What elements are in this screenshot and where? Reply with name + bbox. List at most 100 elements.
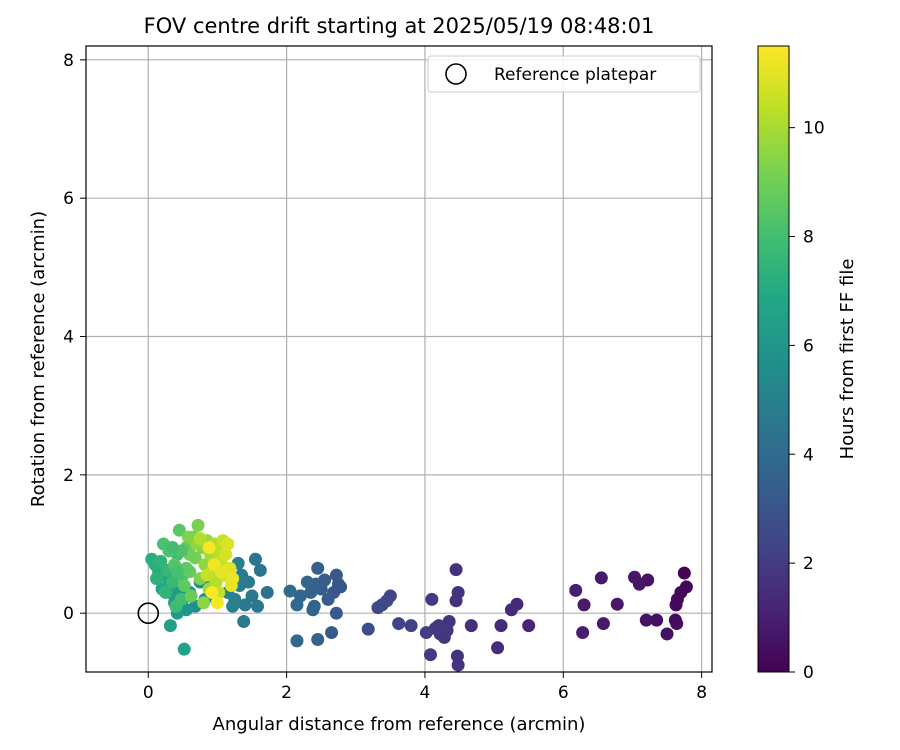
data-point (300, 575, 314, 589)
legend-label: Reference platepar (494, 65, 656, 85)
data-point (419, 626, 433, 640)
data-point (449, 594, 463, 608)
data-point (449, 563, 463, 577)
x-axis-ticks: 0 2 4 6 8 (143, 672, 707, 703)
x-tick-label: 6 (558, 683, 569, 703)
data-point (610, 597, 624, 611)
data-point (181, 530, 195, 544)
data-point (177, 642, 191, 656)
data-point (569, 583, 583, 597)
data-point (238, 598, 252, 612)
data-point (311, 632, 325, 646)
legend: Reference platepar (427, 55, 701, 93)
data-point (392, 617, 406, 631)
x-tick-label: 4 (420, 683, 431, 703)
data-point (197, 596, 211, 610)
x-tick-label: 0 (143, 683, 154, 703)
data-point (283, 584, 297, 598)
data-point (214, 565, 228, 579)
data-point (596, 617, 610, 631)
data-point (150, 572, 164, 586)
colorbar-tick-label: 4 (803, 445, 814, 465)
colorbar (757, 45, 790, 673)
plot-frame (85, 45, 713, 673)
data-point (304, 585, 318, 599)
data-point (628, 570, 642, 584)
data-point (329, 568, 343, 582)
data-point (170, 565, 184, 579)
data-point (494, 619, 508, 633)
data-point (177, 579, 191, 593)
data-point (361, 622, 375, 636)
data-point (219, 547, 233, 561)
data-point (221, 537, 235, 551)
y-tick-label: 6 (63, 189, 74, 209)
data-point (260, 585, 274, 599)
data-point (226, 599, 240, 613)
data-point (639, 613, 653, 627)
data-point (172, 523, 186, 537)
data-point (290, 634, 304, 648)
data-point (251, 599, 265, 613)
colorbar-label: Hours from first FF file (837, 259, 858, 460)
y-tick-label: 4 (63, 328, 74, 348)
data-point (464, 619, 478, 633)
data-point (159, 585, 173, 599)
data-point (325, 626, 339, 640)
y-axis-label: Rotation from reference (arcmin) (28, 211, 49, 507)
data-point (670, 617, 684, 631)
colorbar-tick-label: 6 (803, 336, 814, 356)
data-point (404, 619, 418, 633)
x-axis-label: Angular distance from reference (arcmin) (213, 714, 586, 735)
data-point (202, 540, 216, 554)
data-point (594, 571, 608, 585)
data-point (248, 552, 262, 566)
data-point (205, 585, 219, 599)
data-point (491, 641, 505, 655)
data-point (329, 606, 343, 620)
data-point (425, 592, 439, 606)
data-point (245, 589, 259, 603)
colorbar-tick-label: 10 (803, 119, 825, 139)
data-point (423, 648, 437, 662)
data-point (226, 572, 240, 586)
data-point (371, 601, 385, 615)
y-axis-ticks: 0 2 4 6 8 (63, 51, 86, 624)
data-point (650, 613, 664, 627)
data-point (504, 603, 518, 617)
data-point (451, 658, 465, 672)
x-tick-label: 2 (281, 683, 292, 703)
colorbar-tick-label: 0 (803, 663, 814, 683)
data-point (577, 598, 591, 612)
data-point (191, 518, 205, 532)
data-point (154, 554, 168, 568)
data-point (669, 598, 683, 612)
chart-title: FOV centre drift starting at 2025/05/19 … (144, 14, 655, 38)
y-tick-label: 0 (63, 604, 74, 624)
x-tick-label: 8 (696, 683, 707, 703)
y-tick-label: 8 (63, 51, 74, 71)
data-point (165, 540, 179, 554)
data-point (163, 619, 177, 633)
data-point (290, 598, 304, 612)
data-point (311, 561, 325, 575)
colorbar-tick-label: 2 (803, 554, 814, 574)
data-point (253, 563, 267, 577)
data-point (576, 626, 590, 640)
legend-marker (445, 63, 467, 85)
y-tick-label: 2 (63, 466, 74, 486)
colorbar-tick-label: 8 (803, 228, 814, 248)
data-points (145, 518, 693, 672)
data-point (193, 531, 207, 545)
data-point (165, 575, 179, 589)
data-point (677, 566, 691, 580)
data-point (321, 592, 335, 606)
data-point (200, 568, 214, 582)
data-point (237, 615, 251, 629)
data-point (184, 589, 198, 603)
data-point (306, 603, 320, 617)
legend-box (427, 55, 701, 93)
data-point (210, 596, 224, 610)
reference-platepar-marker (137, 602, 160, 625)
